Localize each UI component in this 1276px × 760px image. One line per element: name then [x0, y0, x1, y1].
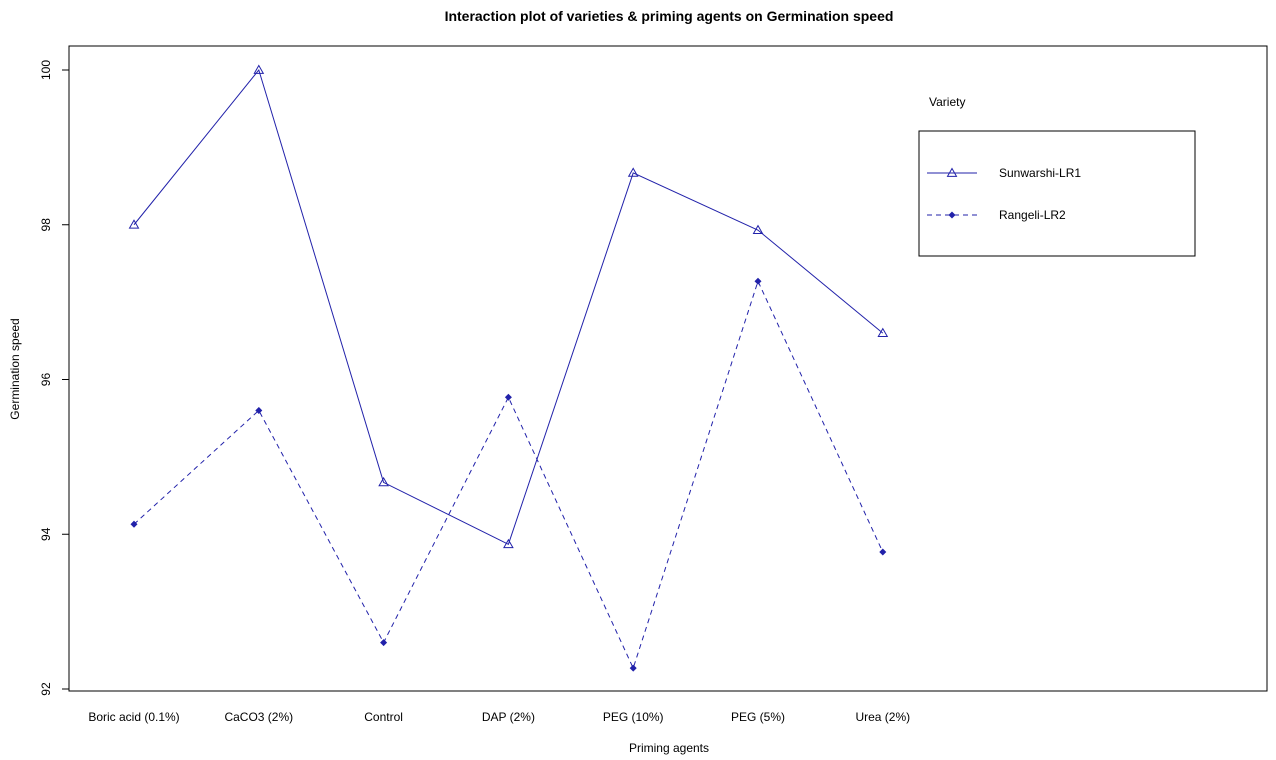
data-point-triangle — [378, 476, 389, 487]
data-point-diamond — [255, 406, 263, 414]
x-tick-label: DAP (2%) — [482, 710, 535, 724]
legend-entry: Sunwarshi-LR1 — [927, 166, 1081, 180]
legend-marker-diamond — [948, 211, 956, 219]
x-tick-label: PEG (5%) — [731, 710, 785, 724]
x-axis-label: Priming agents — [629, 741, 709, 755]
legend-title: Variety — [929, 95, 965, 109]
y-tick-label: 100 — [39, 60, 53, 80]
series-layer — [128, 64, 889, 672]
plot-frame — [68, 45, 1268, 692]
data-point-triangle — [128, 219, 140, 229]
legend-label: Rangeli-LR2 — [999, 208, 1066, 222]
y-tick-label: 96 — [39, 373, 53, 387]
legend-box — [918, 130, 1196, 257]
y-tick-label: 94 — [39, 527, 53, 541]
data-point-diamond — [754, 277, 762, 285]
y-tick-label: 98 — [39, 218, 53, 232]
legend-label: Sunwarshi-LR1 — [999, 166, 1081, 180]
data-point-diamond — [130, 520, 138, 528]
x-tick-label: Control — [364, 710, 403, 724]
y-axis-label: Germination speed — [8, 318, 22, 419]
x-tick-label: Urea (2%) — [855, 710, 910, 724]
legend-entry: Rangeli-LR2 — [927, 208, 1066, 222]
data-point-diamond — [879, 548, 887, 556]
data-point-triangle — [253, 64, 265, 74]
x-tick-label: PEG (10%) — [603, 710, 664, 724]
series-line — [133, 279, 884, 670]
x-tick-label: Boric acid (0.1%) — [88, 710, 179, 724]
data-point-triangle — [503, 538, 514, 549]
data-point-diamond — [504, 393, 512, 401]
series-line — [133, 68, 884, 546]
series-0 — [128, 64, 889, 549]
legend: Sunwarshi-LR1 Rangeli-LR2 — [927, 166, 1081, 222]
y-axis: 92 94 96 98 100 — [39, 60, 70, 696]
chart-title: Interaction plot of varieties & priming … — [445, 8, 894, 24]
data-point-diamond — [380, 639, 388, 647]
data-point-triangle — [752, 224, 764, 235]
y-tick-label: 92 — [39, 682, 53, 696]
data-point-triangle — [877, 327, 889, 337]
x-axis: Boric acid (0.1%) CaCO3 (2%) Control DAP (2… — [88, 710, 910, 724]
legend-marker-triangle — [946, 167, 958, 177]
data-point-triangle — [627, 167, 639, 177]
series-1 — [130, 277, 887, 672]
x-tick-label: CaCO3 (2%) — [224, 710, 293, 724]
data-point-diamond — [629, 664, 637, 672]
